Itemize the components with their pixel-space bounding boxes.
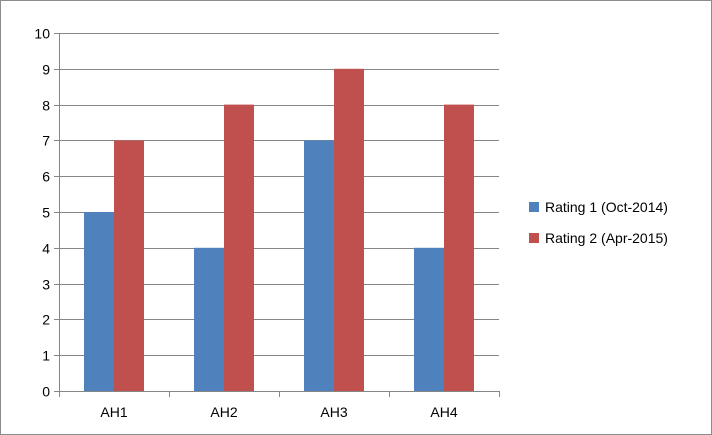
y-tick-label-1: 1	[42, 348, 50, 364]
bar-series-2-AH4	[444, 104, 474, 391]
x-tick-label-AH2: AH2	[210, 404, 237, 420]
legend-swatch-series-1	[529, 201, 539, 212]
bar-series-2-AH3	[334, 68, 364, 392]
x-tick-label-AH1: AH1	[100, 404, 127, 420]
y-tick-label-2: 2	[42, 312, 50, 328]
bar-series-1-AH4	[414, 247, 444, 391]
legend-swatch-series-2	[529, 232, 539, 243]
axes	[54, 33, 500, 397]
bar-series-1-AH3	[304, 140, 334, 391]
bar-series-1-AH1	[84, 212, 114, 391]
legend-item-series-1: Rating 1 (Oct-2014)	[529, 197, 668, 216]
y-tick-label-5: 5	[42, 205, 50, 221]
bars	[84, 68, 474, 392]
legend: Rating 1 (Oct-2014) Rating 2 (Apr-2015)	[529, 197, 668, 259]
y-tick-label-9: 9	[42, 62, 50, 78]
bar-series-2-AH2	[224, 104, 254, 391]
bar-series-2-AH1	[114, 140, 144, 391]
legend-item-series-2: Rating 2 (Apr-2015)	[529, 228, 668, 247]
y-tick-label-0: 0	[42, 384, 50, 400]
x-tick-label-AH4: AH4	[430, 404, 457, 420]
y-tick-label-8: 8	[42, 98, 50, 114]
bar-series-1-AH2	[194, 247, 224, 391]
y-tick-label-7: 7	[42, 133, 50, 149]
y-tick-label-4: 4	[42, 241, 50, 257]
legend-label-series-1: Rating 1 (Oct-2014)	[545, 198, 668, 215]
y-tick-label-10: 10	[34, 26, 50, 42]
x-tick-label-AH3: AH3	[320, 404, 347, 420]
legend-label-series-2: Rating 2 (Apr-2015)	[545, 229, 668, 246]
y-tick-label-6: 6	[42, 169, 50, 185]
tick-labels: 0 1 2 3 4 5 6 7 8 9 10 AH1 AH2 AH3 AH4	[34, 26, 457, 421]
y-tick-label-3: 3	[42, 277, 50, 293]
